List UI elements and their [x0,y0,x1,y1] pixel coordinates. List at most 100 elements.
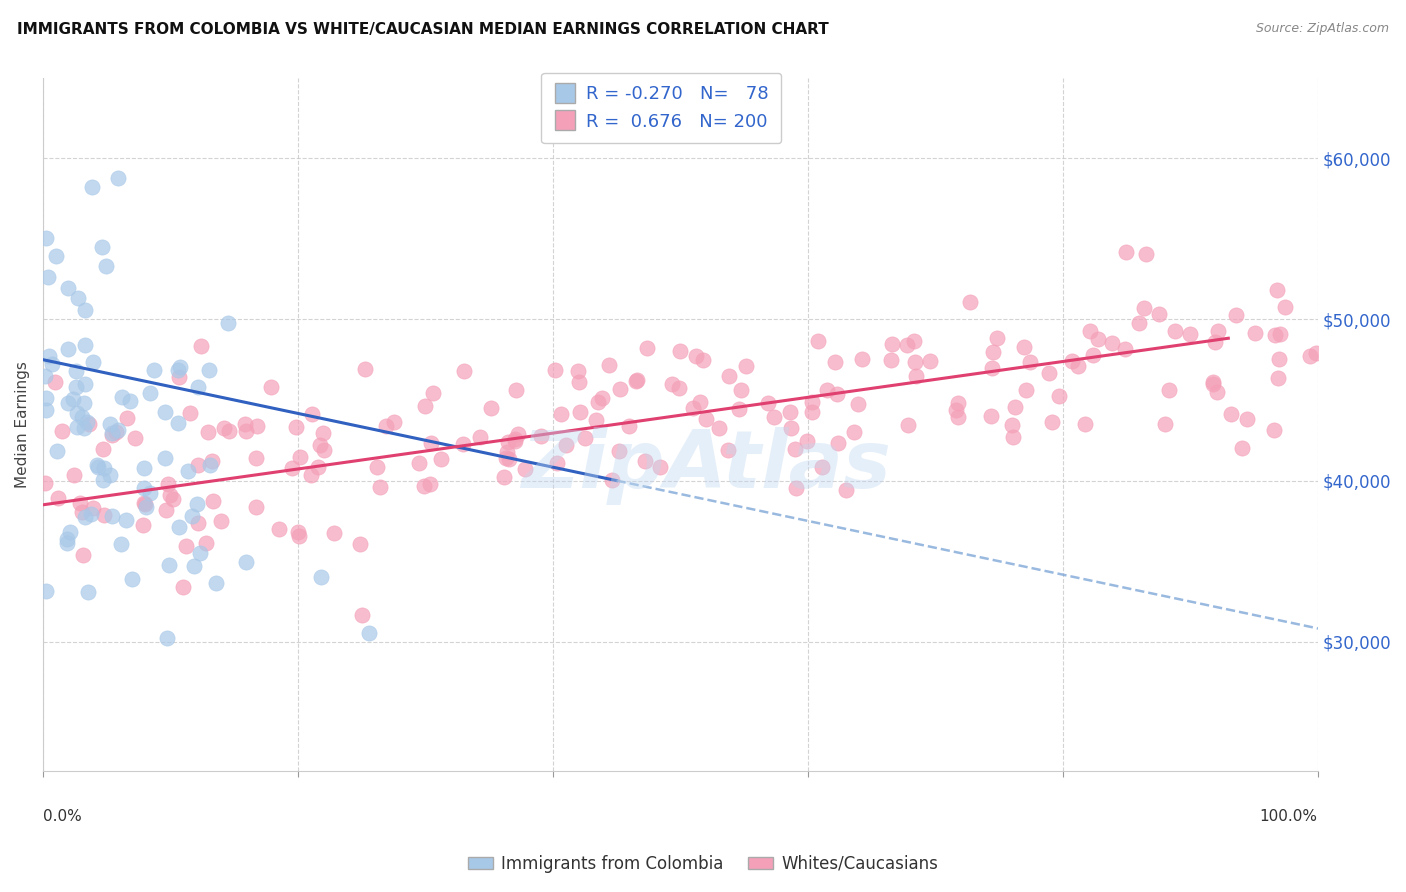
Point [155,503,177,517]
Point [495,451,517,466]
Point [824,355,846,369]
Point [139,385,162,400]
Point [1159,383,1181,397]
Point [505,383,527,397]
Point [172,581,194,595]
Point [73,338,96,352]
Point [312,442,335,457]
Point [986,331,1008,345]
Point [1270,327,1292,342]
Point [35,583,58,598]
Point [91,240,114,254]
Point [1038,366,1060,380]
Point [763,409,786,424]
Point [904,355,927,369]
Point [159,488,181,502]
Point [35,391,58,405]
Point [134,497,156,511]
Point [245,500,267,515]
Point [153,405,176,419]
Point [422,385,444,400]
Point [1299,349,1322,363]
Point [76,415,98,429]
Point [634,454,657,468]
Point [479,401,502,416]
Point [107,423,129,437]
Point [1101,335,1123,350]
Point [503,434,526,448]
Point [1002,430,1025,444]
Point [1060,353,1083,368]
Point [34,475,56,490]
Point [903,334,925,349]
Point [1267,371,1289,385]
Point [104,425,127,439]
Point [301,408,323,422]
Point [201,453,224,467]
Point [586,395,609,409]
Legend: Immigrants from Colombia, Whites/Caucasians: Immigrants from Colombia, Whites/Caucasi… [461,848,945,880]
Point [121,572,143,586]
Point [1128,316,1150,330]
Point [980,409,1002,424]
Point [946,410,969,425]
Point [201,494,224,508]
Point [134,481,156,495]
Point [156,631,179,645]
Point [1244,326,1267,340]
Point [187,458,209,473]
Point [609,382,631,396]
Point [323,526,346,541]
Point [98,467,121,482]
Point [430,451,453,466]
Point [72,505,94,519]
Point [800,405,823,419]
Point [245,450,267,465]
Point [177,464,200,478]
Point [167,520,190,534]
Point [682,401,704,416]
Point [846,397,869,411]
Point [498,451,520,466]
Point [825,386,848,401]
Point [281,460,304,475]
Point [1178,326,1201,341]
Point [285,420,308,434]
Point [598,358,620,372]
Point [689,395,711,409]
Point [153,450,176,465]
Point [1154,417,1177,432]
Point [1204,335,1226,350]
Point [82,355,104,369]
Point [1073,417,1095,431]
Point [1047,389,1070,403]
Point [110,537,132,551]
Point [111,390,134,404]
Point [783,442,806,456]
Point [162,491,184,506]
Point [135,500,157,514]
Point [546,456,568,470]
Point [66,420,89,434]
Point [188,545,211,559]
Point [1067,359,1090,373]
Point [260,380,283,394]
Point [73,396,96,410]
Point [624,375,647,389]
Point [75,303,97,318]
Point [413,479,436,493]
Point [591,391,613,405]
Point [918,353,941,368]
Point [550,407,572,421]
Point [1267,283,1289,297]
Point [1147,307,1170,321]
Point [56,532,79,546]
Point [307,459,329,474]
Point [897,418,920,433]
Point [156,477,179,491]
Point [73,509,96,524]
Point [636,342,658,356]
Point [37,270,59,285]
Point [91,442,114,457]
Text: ZipAtlas: ZipAtlas [520,426,891,505]
